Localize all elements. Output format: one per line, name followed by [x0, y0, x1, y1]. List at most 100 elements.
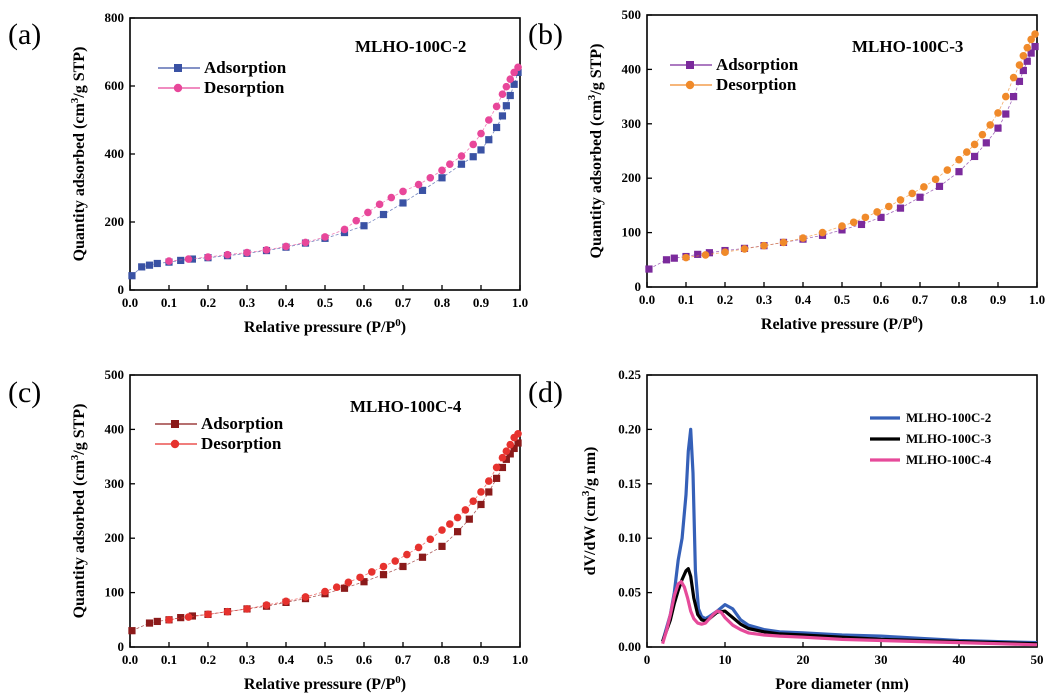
- data-point: [498, 463, 507, 472]
- legend-label: Desorption: [201, 434, 282, 453]
- x-axis-label: Relative pressure (P/P0): [244, 674, 406, 693]
- data-point: [352, 216, 361, 225]
- y-axis-label-main: Quantity adsorbed (cm: [588, 100, 605, 259]
- data-point: [1023, 57, 1031, 65]
- y-axis-label: Quantity adsorbed (cm3/g STP): [586, 44, 605, 259]
- legend-label: Adsorption: [716, 55, 799, 74]
- data-point: [896, 204, 905, 212]
- data-point: [438, 166, 446, 175]
- data-point: [340, 584, 349, 592]
- series-desorption: [165, 429, 522, 624]
- data-point: [694, 250, 702, 258]
- x-axis-label-tail: ): [401, 676, 406, 693]
- y-axis-label-main: Quantity adsorbed (cm: [71, 460, 88, 619]
- panel-label: (c): [8, 376, 41, 409]
- data-point: [1010, 93, 1018, 101]
- data-point: [418, 553, 427, 561]
- data-point: [877, 213, 885, 221]
- series-line: [168, 433, 519, 621]
- data-point: [1009, 73, 1018, 82]
- y-axis-label: Quantity adsorbed (cm3/g STP): [69, 47, 88, 262]
- data-point: [978, 130, 987, 139]
- y-tick-label: 0.15: [618, 476, 641, 491]
- y-axis-label-tail: /g nm): [582, 447, 599, 492]
- data-point: [514, 439, 522, 447]
- y-tick-label: 0.00: [618, 639, 641, 654]
- data-point: [426, 174, 435, 182]
- data-point: [963, 148, 971, 156]
- data-point: [469, 153, 477, 161]
- data-point: [177, 614, 185, 622]
- data-point: [485, 477, 493, 485]
- data-point: [670, 254, 678, 262]
- series-line: [131, 72, 519, 276]
- panel-d: 0 10 20 30 40 50 0.00 0.05 0.10 0.15 0.20 0.25 Pore …: [528, 367, 1044, 693]
- data-point: [493, 123, 501, 132]
- data-point: [399, 187, 407, 196]
- data-point: [986, 121, 994, 129]
- data-point: [1027, 35, 1035, 44]
- data-point: [502, 447, 511, 455]
- data-point: [282, 597, 290, 606]
- data-point: [379, 571, 388, 579]
- data-point: [1019, 52, 1028, 60]
- data-point: [838, 222, 846, 230]
- data-point: [662, 256, 671, 264]
- data-point: [498, 112, 507, 120]
- data-point: [1015, 61, 1024, 69]
- data-point: [332, 583, 341, 591]
- legend-marker: [174, 64, 182, 72]
- y-tick-label: 300: [105, 476, 125, 491]
- y-tick-label: 400: [105, 146, 125, 161]
- x-tick-label: 0.1: [161, 295, 177, 310]
- y-tick-label: 0.05: [618, 585, 641, 600]
- x-tick-label: 0.7: [912, 292, 929, 307]
- data-point: [360, 222, 368, 230]
- data-point: [469, 140, 478, 149]
- data-point: [177, 256, 185, 265]
- x-tick-label: 0.2: [200, 652, 216, 667]
- y-axis-label-sup: 3: [580, 490, 592, 496]
- x-tick-label: 0.3: [239, 295, 256, 310]
- data-point: [849, 218, 858, 227]
- data-point: [861, 213, 870, 222]
- plot-frame: [646, 374, 1038, 648]
- data-point: [779, 238, 788, 247]
- legend-marker: [171, 420, 179, 428]
- data-point: [223, 607, 232, 616]
- data-point: [301, 238, 310, 247]
- data-point: [438, 526, 446, 534]
- series-desorption: [165, 63, 522, 265]
- series-line: [168, 67, 519, 262]
- panel-label: (a): [8, 18, 41, 51]
- data-point: [645, 265, 653, 273]
- panel-title: MLHO-100C-4: [350, 397, 462, 416]
- data-point: [818, 228, 827, 237]
- x-tick-label: 0.6: [356, 652, 373, 667]
- data-point: [375, 200, 384, 209]
- y-tick-label: 100: [622, 225, 642, 240]
- data-point: [165, 257, 173, 265]
- data-point: [153, 259, 161, 268]
- data-point: [908, 189, 916, 198]
- data-point: [1002, 110, 1010, 118]
- data-point: [506, 450, 514, 458]
- panel-title: MLHO-100C-2: [355, 37, 466, 56]
- x-tick-label: 0.0: [122, 295, 138, 310]
- legend-marker: [170, 439, 180, 449]
- y-axis-label-tail: /g STP): [71, 404, 88, 456]
- data-point: [184, 255, 193, 263]
- data-point: [1002, 92, 1010, 101]
- data-point: [461, 506, 470, 514]
- y-axis-label: dV/dW (cm3/g nm): [580, 447, 599, 576]
- data-point: [454, 528, 462, 536]
- data-point: [399, 199, 407, 207]
- series-line: [131, 442, 519, 632]
- data-point: [510, 433, 518, 442]
- data-point: [128, 272, 136, 280]
- data-point: [971, 152, 979, 161]
- y-axis-label-main: Quantity adsorbed (cm: [71, 103, 88, 262]
